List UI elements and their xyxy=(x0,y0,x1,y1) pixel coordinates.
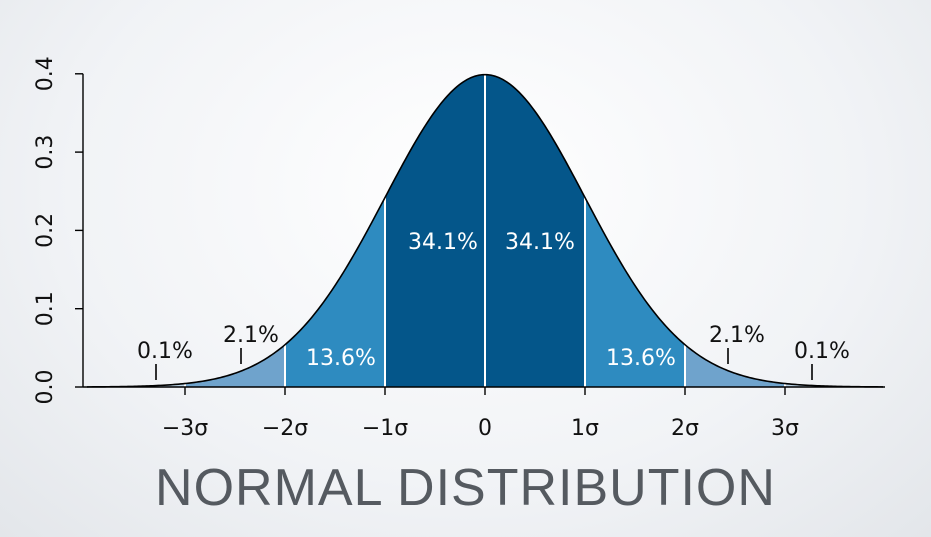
percent-label: 0.1% xyxy=(137,339,193,364)
percent-label: 0.1% xyxy=(794,339,850,364)
percent-labels: 34.1% 34.1% 13.6% 13.6% 2.1% 2.1% 0.1% 0.1% xyxy=(137,230,850,380)
percent-label: 34.1% xyxy=(408,230,478,255)
y-ticks: 0.0 0.1 0.2 0.3 0.4 xyxy=(33,56,83,405)
dividers-layer xyxy=(184,74,786,387)
percent-label: 13.6% xyxy=(606,346,676,371)
x-tick-label: −3σ xyxy=(162,416,208,441)
percent-label: 2.1% xyxy=(709,323,765,348)
x-tick-label: 2σ xyxy=(671,416,699,441)
slide-title: NORMAL DISTRIBUTION xyxy=(155,459,776,517)
y-tick-label: 0.4 xyxy=(33,56,58,91)
region-6 xyxy=(685,344,785,387)
y-tick-label: 0.0 xyxy=(33,370,58,405)
x-tick-label: −1σ xyxy=(362,416,408,441)
percent-label: 2.1% xyxy=(223,323,279,348)
percent-label: 13.6% xyxy=(306,346,376,371)
x-tick-label: −2σ xyxy=(262,416,308,441)
density-curve xyxy=(86,73,884,388)
y-tick-label: 0.1 xyxy=(33,291,58,326)
x-tick-label: 1σ xyxy=(571,416,599,441)
x-tick-label: 3σ xyxy=(771,416,799,441)
x-tick-label: 0 xyxy=(478,416,492,441)
y-tick-label: 0.2 xyxy=(33,213,58,248)
y-tick-label: 0.3 xyxy=(33,135,58,170)
region-1 xyxy=(185,344,285,387)
x-ticks: −3σ −2σ −1σ 0 1σ 2σ 3σ xyxy=(162,387,799,441)
percent-label: 34.1% xyxy=(505,230,575,255)
normal-distribution-chart: −3σ −2σ −1σ 0 1σ 2σ 3σ 0.00.10.20.30.4 34.1% 34… xyxy=(33,56,885,441)
